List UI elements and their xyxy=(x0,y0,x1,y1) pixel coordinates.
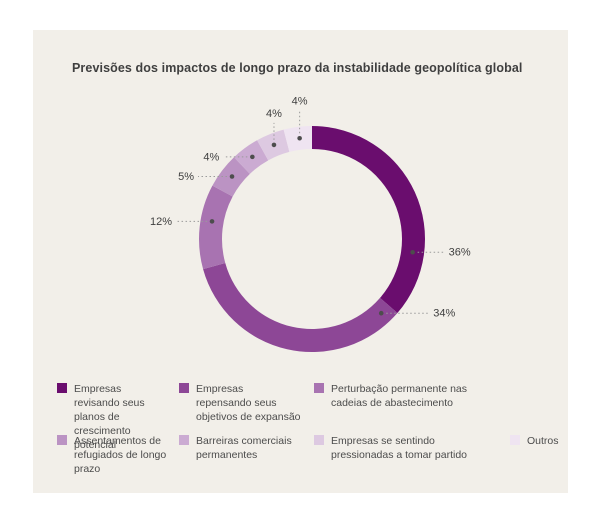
donut-segment-1[interactable] xyxy=(203,262,398,352)
legend-item-4[interactable]: Barreiras comerciais permanentes xyxy=(179,434,297,462)
legend-item-5[interactable]: Empresas se sentindo pressionadas a toma… xyxy=(314,434,486,462)
chart-title: Previsões dos impactos de longo prazo da… xyxy=(72,61,523,75)
leader-dot-1 xyxy=(378,310,384,316)
leader-dot-3 xyxy=(229,174,235,179)
legend-item-6[interactable]: Outros xyxy=(510,434,570,448)
percent-label-3: 5% xyxy=(178,171,194,183)
legend-label-5: Empresas se sentindo pressionadas a toma… xyxy=(331,435,467,461)
donut-segment-0[interactable] xyxy=(312,125,425,313)
leader-dot-4 xyxy=(250,154,255,160)
legend-swatch-4 xyxy=(179,435,189,445)
donut-chart: 36% 34% 12% 5% 4% 4% 4% xyxy=(150,95,471,352)
leader-dot-6 xyxy=(297,135,302,141)
donut-segment-2[interactable] xyxy=(199,185,233,270)
legend-label-3: Assentamentos de refugiados de longo pra… xyxy=(74,435,167,475)
legend: Empresas revisando seus planos de cresci… xyxy=(33,30,568,493)
leader-dot-0 xyxy=(410,249,415,255)
legend-label-0: Empresas revisando seus planos de cresci… xyxy=(74,383,145,451)
legend-swatch-6 xyxy=(510,435,520,445)
legend-item-2[interactable]: Perturbação permanente nas cadeias de ab… xyxy=(314,382,486,410)
legend-swatch-1 xyxy=(179,383,189,393)
chart-panel: Previsões dos impactos de longo prazo da… xyxy=(33,30,568,493)
legend-label-1: Empresas repensando seus objetivos de ex… xyxy=(196,383,301,423)
legend-item-3[interactable]: Assentamentos de refugiados de longo pra… xyxy=(57,434,167,476)
leader-dot-2 xyxy=(209,219,215,224)
legend-swatch-3 xyxy=(57,435,67,445)
percent-label-6: 4% xyxy=(292,95,308,107)
legend-swatch-2 xyxy=(314,383,324,393)
legend-label-2: Perturbação permanente nas cadeias de ab… xyxy=(331,383,468,409)
percent-label-0: 36% xyxy=(449,247,471,259)
percent-label-5: 4% xyxy=(266,108,282,120)
percent-label-2: 12% xyxy=(150,216,172,228)
legend-swatch-0 xyxy=(57,383,67,393)
legend-label-6: Outros xyxy=(527,435,559,447)
legend-item-1[interactable]: Empresas repensando seus objetivos de ex… xyxy=(179,382,301,424)
percent-label-1: 34% xyxy=(433,308,455,320)
percent-label-4: 4% xyxy=(203,151,219,163)
legend-swatch-5 xyxy=(314,435,324,445)
legend-item-0[interactable]: Empresas revisando seus planos de cresci… xyxy=(57,382,169,452)
leader-dot-5 xyxy=(271,142,277,148)
legend-label-4: Barreiras comerciais permanentes xyxy=(196,435,292,461)
